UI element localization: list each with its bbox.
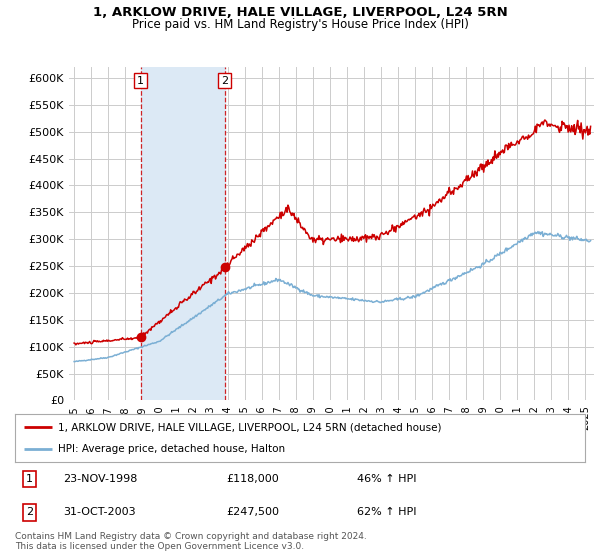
Text: 2: 2: [26, 507, 33, 517]
Text: 2: 2: [221, 76, 228, 86]
Text: £247,500: £247,500: [226, 507, 279, 517]
Text: Price paid vs. HM Land Registry's House Price Index (HPI): Price paid vs. HM Land Registry's House …: [131, 18, 469, 31]
Text: 1: 1: [26, 474, 33, 484]
Text: 1, ARKLOW DRIVE, HALE VILLAGE, LIVERPOOL, L24 5RN (detached house): 1, ARKLOW DRIVE, HALE VILLAGE, LIVERPOOL…: [58, 422, 441, 432]
Bar: [140, 67, 224, 400]
Text: HPI: Average price, detached house, Halton: HPI: Average price, detached house, Halt…: [58, 444, 285, 454]
Text: 23-NOV-1998: 23-NOV-1998: [64, 474, 138, 484]
Text: 1: 1: [137, 76, 144, 86]
Text: 46% ↑ HPI: 46% ↑ HPI: [357, 474, 416, 484]
Text: £118,000: £118,000: [226, 474, 278, 484]
Text: 1, ARKLOW DRIVE, HALE VILLAGE, LIVERPOOL, L24 5RN: 1, ARKLOW DRIVE, HALE VILLAGE, LIVERPOOL…: [92, 6, 508, 18]
Text: Contains HM Land Registry data © Crown copyright and database right 2024.
This d: Contains HM Land Registry data © Crown c…: [15, 532, 367, 552]
Text: 62% ↑ HPI: 62% ↑ HPI: [357, 507, 416, 517]
Text: 31-OCT-2003: 31-OCT-2003: [64, 507, 136, 517]
